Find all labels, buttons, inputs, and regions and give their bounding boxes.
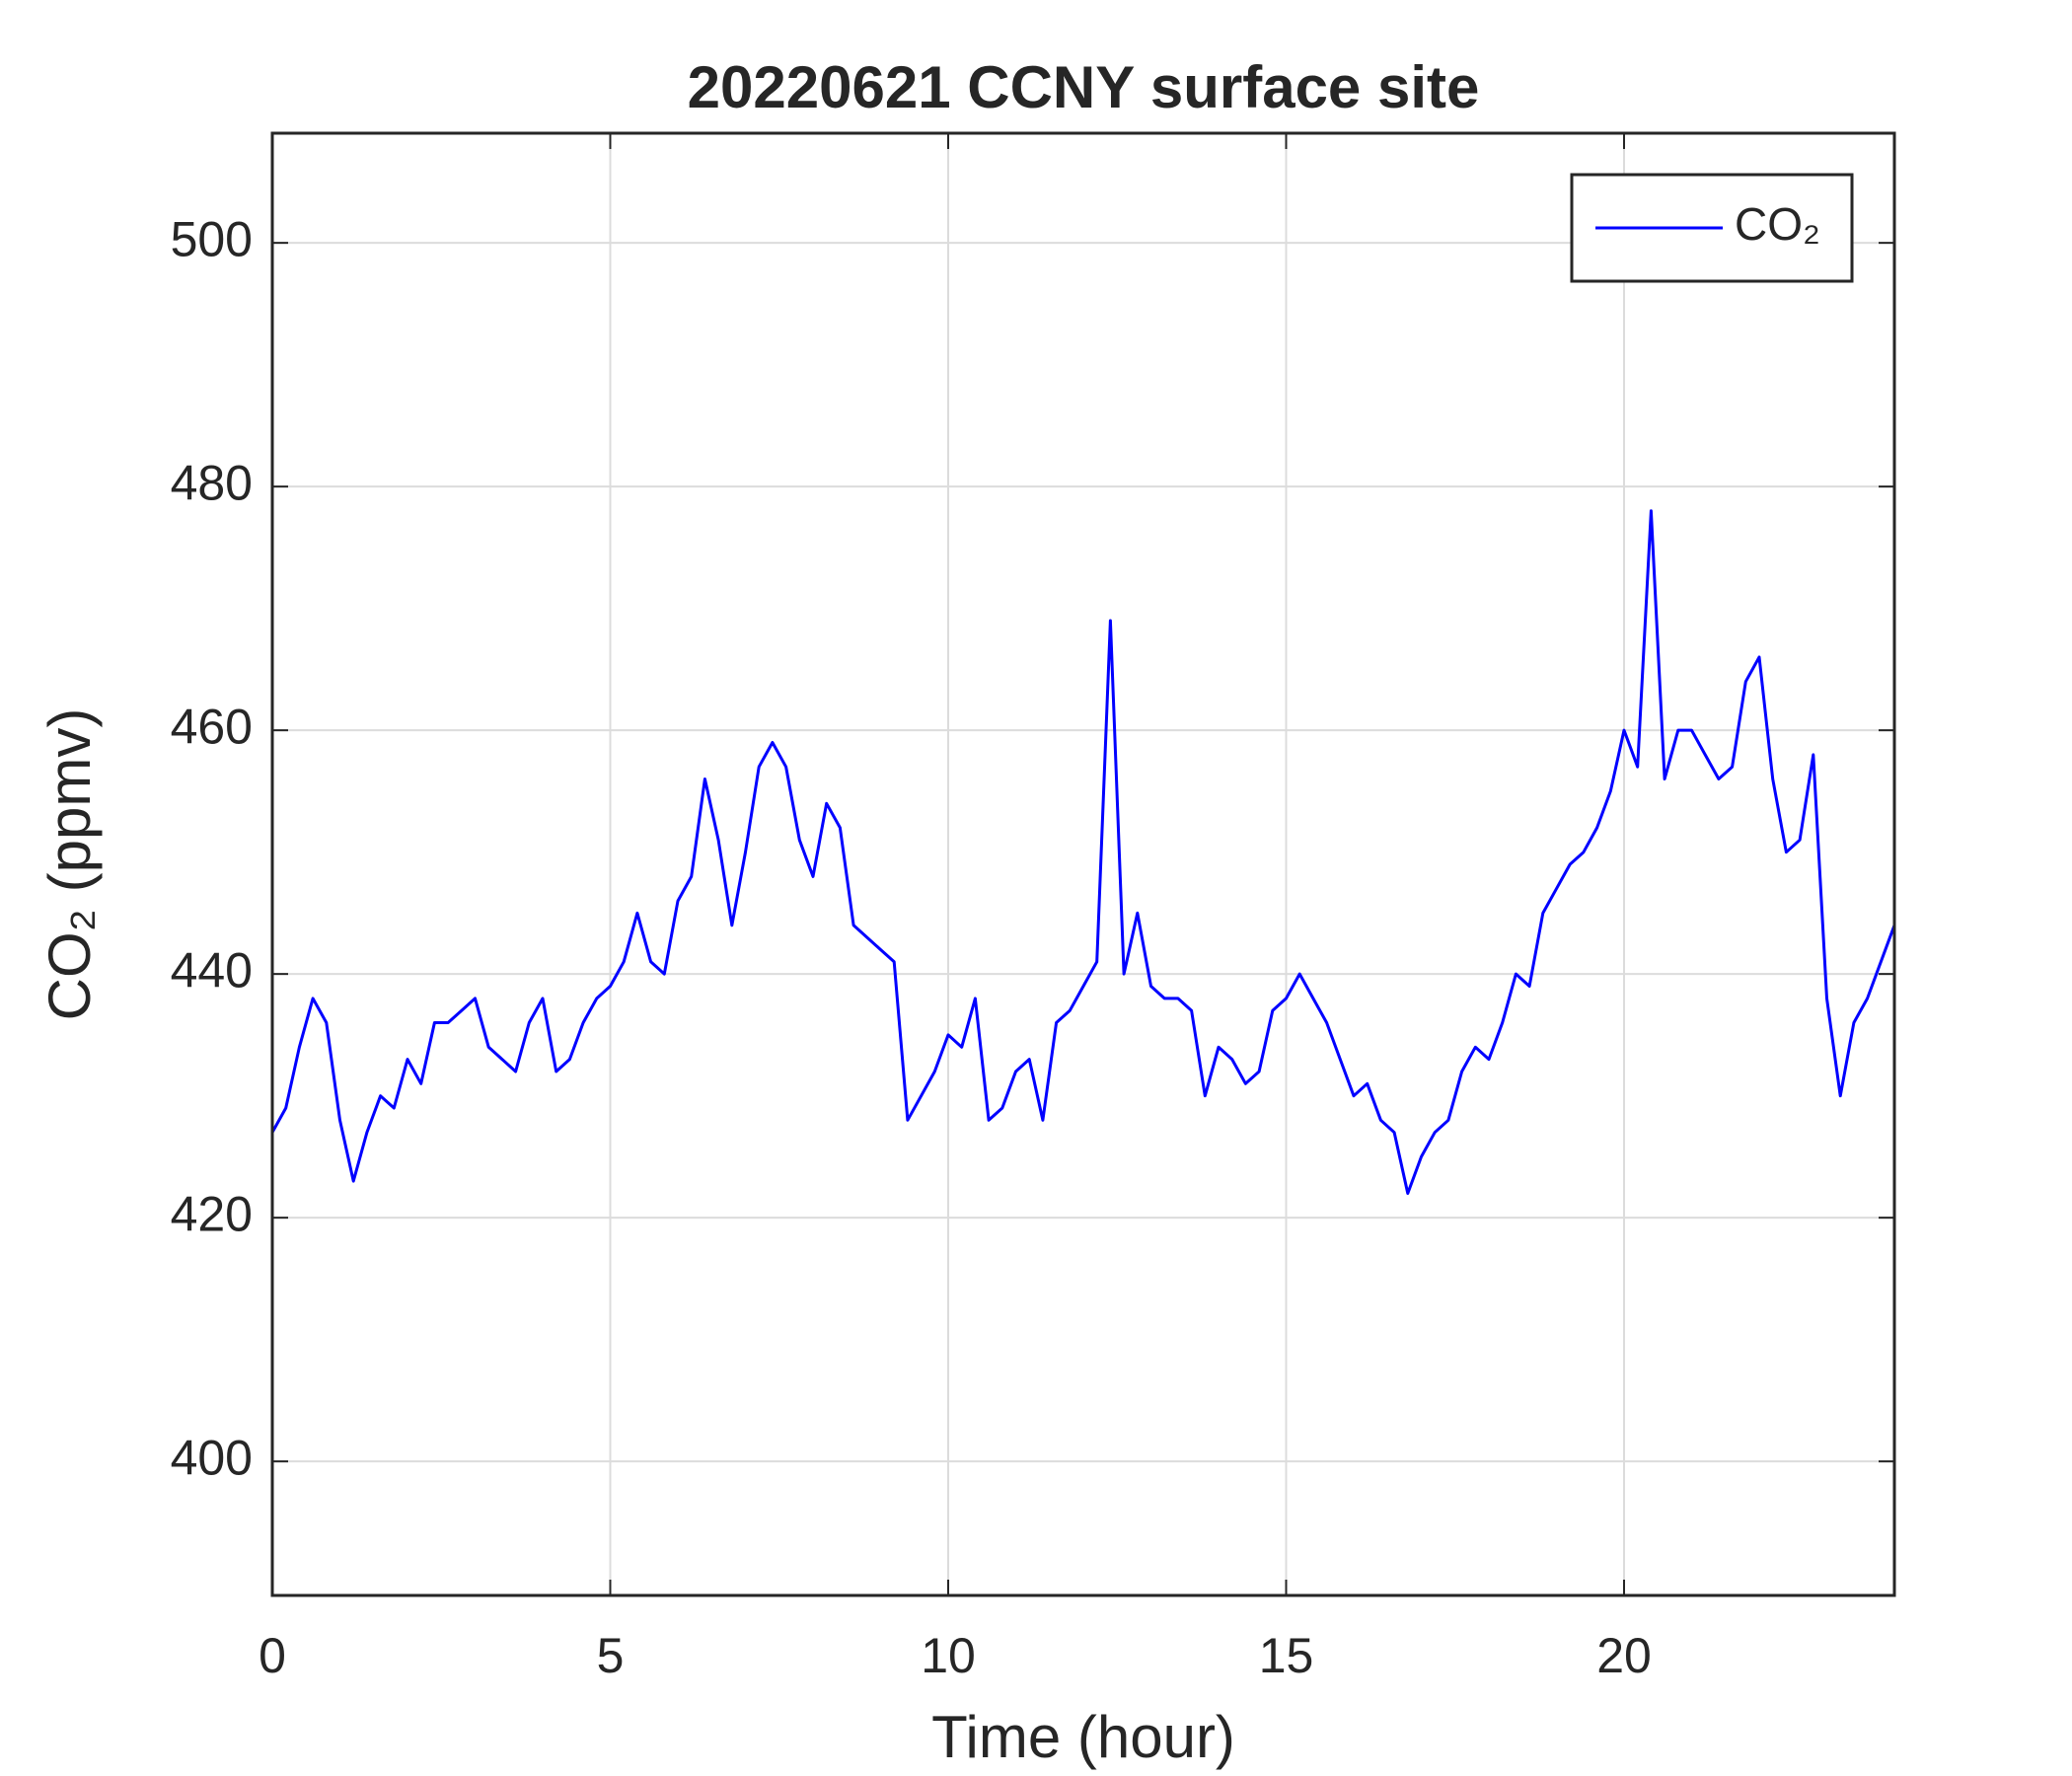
- chart-title: 20220621 CCNY surface site: [688, 54, 1480, 120]
- y-tick-label: 500: [171, 211, 253, 266]
- y-tick-label: 480: [171, 455, 253, 510]
- legend-label: CO₂: [1735, 198, 1820, 250]
- plot-frame: [270, 131, 1896, 1597]
- y-axis-label: CO₂ (ppmv): [37, 708, 103, 1021]
- x-axis-label: Time (hour): [931, 1704, 1235, 1770]
- x-tick-label: 15: [1259, 1628, 1314, 1683]
- x-tick-label: 5: [597, 1628, 625, 1683]
- y-tick-label: 400: [171, 1430, 253, 1485]
- y-tick-label: 440: [171, 942, 253, 998]
- y-tick-label: 460: [171, 699, 253, 754]
- y-tick-label: 420: [171, 1186, 253, 1241]
- x-tick-label: 0: [259, 1628, 286, 1683]
- x-tick-label: 20: [1596, 1628, 1652, 1683]
- x-tick-label: 10: [921, 1628, 976, 1683]
- data-line: [270, 509, 1896, 1195]
